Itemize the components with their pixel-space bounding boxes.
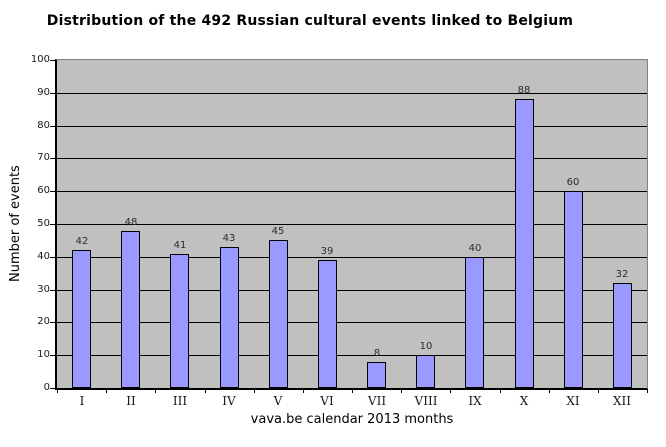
x-category-label: VIII [414, 394, 438, 408]
y-tick-mark [50, 388, 55, 389]
y-tick-label: 50 [37, 218, 50, 229]
y-tick-mark [50, 224, 55, 225]
y-tick-mark [50, 355, 55, 356]
y-tick-label: 90 [37, 87, 50, 98]
x-category-label: VII [367, 394, 387, 408]
x-category-label: I [79, 394, 85, 408]
x-category-label: X [519, 394, 529, 408]
bar [269, 240, 288, 388]
y-tick-mark [50, 60, 55, 61]
y-tick-label: 60 [37, 185, 50, 196]
y-tick-mark [50, 257, 55, 258]
x-category-label: VI [320, 394, 334, 408]
x-tick-mark [401, 389, 402, 393]
bar-value-label: 42 [75, 236, 89, 247]
x-tick-mark [450, 389, 451, 393]
gridline [57, 126, 647, 127]
gridline [57, 191, 647, 192]
bar-value-label: 45 [271, 226, 285, 237]
x-category-label: IX [468, 394, 482, 408]
y-tick-label: 10 [37, 349, 50, 360]
x-category-label: III [172, 394, 188, 408]
bar [416, 355, 435, 388]
chart-title: Distribution of the 492 Russian cultural… [46, 13, 574, 29]
gridline [57, 93, 647, 94]
bar [318, 260, 337, 388]
gridline [57, 290, 647, 291]
x-tick-mark [106, 389, 107, 393]
gridline [57, 158, 647, 159]
bar [613, 283, 632, 388]
gridline [57, 322, 647, 323]
bar-value-label: 10 [419, 341, 433, 352]
bar-value-label: 88 [517, 85, 531, 96]
y-tick-label: 30 [37, 284, 50, 295]
x-tick-mark [205, 389, 206, 393]
bar-value-label: 43 [222, 233, 236, 244]
x-tick-mark [352, 389, 353, 393]
x-tick-mark [303, 389, 304, 393]
x-tick-mark [500, 389, 501, 393]
x-category-label: V [273, 394, 283, 408]
x-category-label: XI [566, 394, 580, 408]
gridline [57, 257, 647, 258]
bar-value-label: 39 [320, 246, 334, 257]
y-tick-label: 100 [30, 54, 50, 65]
y-tick-mark [50, 191, 55, 192]
bar-value-label: 48 [124, 217, 138, 228]
bar [465, 257, 484, 388]
x-tick-mark [598, 389, 599, 393]
y-tick-mark [50, 158, 55, 159]
bar [170, 254, 189, 388]
x-category-label: II [126, 394, 136, 408]
bar-value-label: 8 [373, 348, 381, 359]
x-tick-mark [254, 389, 255, 393]
bar-value-label: 32 [615, 269, 629, 280]
x-tick-mark [549, 389, 550, 393]
y-tick-mark [50, 290, 55, 291]
bar [72, 250, 91, 388]
x-tick-mark [647, 389, 648, 393]
x-tick-mark [155, 389, 156, 393]
y-tick-label: 40 [37, 251, 50, 262]
y-tick-mark [50, 93, 55, 94]
bar [564, 191, 583, 388]
x-tick-mark [57, 389, 58, 393]
plot-area: 42 48 41 43 45 39 8 10 40 88 60 32 [55, 59, 648, 390]
y-tick-label: 0 [43, 382, 50, 393]
y-tick-label: 70 [37, 152, 50, 163]
x-category-label: IV [222, 394, 236, 408]
y-tick-mark [50, 126, 55, 127]
gridline [57, 224, 647, 225]
bar-value-label: 60 [566, 177, 580, 188]
bar [367, 362, 386, 388]
bar-value-label: 40 [468, 243, 482, 254]
x-category-label: XII [612, 394, 632, 408]
bar [121, 231, 140, 388]
bar-value-label: 41 [173, 240, 187, 251]
bar [220, 247, 239, 388]
bar [515, 99, 534, 388]
y-tick-mark [50, 322, 55, 323]
y-tick-label: 80 [37, 120, 50, 131]
x-axis-title: vava.be calendar 2013 months [250, 412, 454, 427]
y-tick-label: 20 [37, 316, 50, 327]
gridline [57, 355, 647, 356]
